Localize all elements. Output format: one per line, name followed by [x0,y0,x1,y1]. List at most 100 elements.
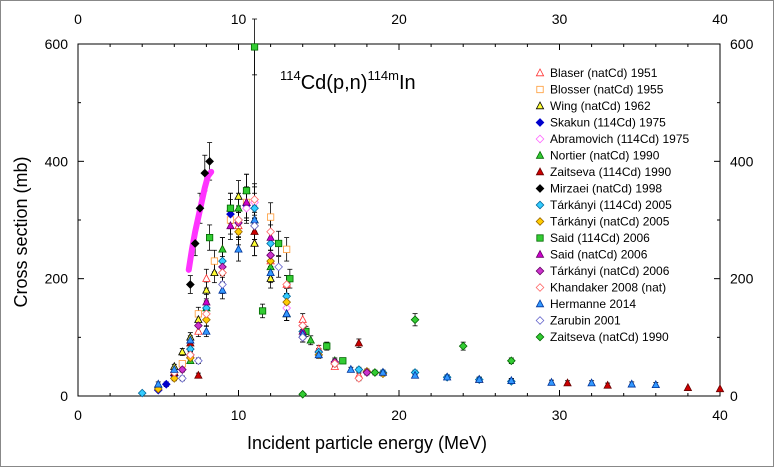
data-point-s8-p0 [137,388,147,398]
data-point-s14-p5 [234,244,243,253]
data-point-s6-p9 [715,384,725,393]
data-point-s9-p8 [282,297,292,307]
legend-label-7: Mirzaei (natCd) 1998 [550,182,662,196]
data-point-s15-p2 [218,280,227,289]
data-point-s6-p4 [354,338,364,347]
legend-marker-6 [535,167,545,176]
data-point-s14-p11 [346,364,356,373]
data-point-s9-p1 [169,374,179,383]
data-point-s10-p5 [275,239,283,248]
y-tick-label-right-1: 200 [730,271,754,287]
data-point-s12-p4 [266,250,275,260]
data-point-s16-p4 [506,356,516,366]
data-point-s2-p5 [210,267,219,277]
data-point-s2-p4 [202,285,211,294]
data-point-s6-p2 [194,370,203,379]
data-point-s10-p8 [323,342,331,350]
legend-label-3: Skakun (114Cd) 1975 [550,116,666,130]
legend: Blaser (natCd) 1951 Blosser (natCd) 1955 W… [535,66,690,344]
data-point-s13-p5 [250,195,259,204]
data-point-s14-p10 [314,350,324,359]
data-point-s13-p9 [330,359,340,369]
data-point-s14-p4 [218,285,227,294]
y-tick-label-left-2: 400 [45,153,69,169]
data-point-s7-p3 [200,168,210,178]
x-tick-label-bottom-0: 0 [74,407,82,423]
reaction-annotation: 114Cd(p,n)114mIn [280,68,416,94]
data-point-s13-p3 [218,268,227,278]
data-point-s10-p4 [258,307,267,315]
data-point-s10-p9 [339,357,347,365]
data-point-s12-p1 [194,321,203,330]
data-point-s13-p2 [202,309,211,319]
data-points [137,43,725,399]
data-point-s14-p1 [170,364,179,373]
legend-label-16: Zaitseva (natCd) 1990 [550,330,669,344]
data-point-s15-p1 [194,356,203,366]
data-point-s15-p5 [298,332,308,342]
data-point-s7-p4 [205,156,214,166]
annotation-sup1: 114 [280,68,301,83]
legend-marker-14 [535,299,545,308]
data-point-s14-p2 [186,335,195,344]
data-point-s11-p2 [242,197,251,206]
legend-label-5: Nortier (natCd) 1990 [550,149,660,163]
y-axis-label: Cross section (mb) [11,156,31,307]
data-point-s3-p4 [226,209,235,219]
data-point-s1-p5 [266,213,275,221]
legend-label-14: Hermanne 2014 [550,297,636,311]
x-tick-label-bottom-1: 10 [231,407,247,423]
data-point-s11-p3 [266,232,275,241]
y-tick-label-left-0: 0 [60,388,68,404]
data-point-s3-p1 [161,379,171,389]
x-tick-label-top-1: 10 [231,11,247,27]
legend-marker-7 [535,184,545,193]
data-point-s16-p3 [458,341,468,351]
data-point-s14-p3 [202,326,211,335]
legend-marker-2 [535,101,545,110]
legend-label-8: Tárkányi (114Cd) 2005 [550,198,672,212]
x-tick-label-bottom-4: 40 [712,407,728,423]
annotation-sup2: 114m [367,68,399,83]
y-tick-label-right-0: 0 [730,388,738,404]
x-tick-label-top-3: 30 [552,11,568,27]
annotation-product: In [399,72,416,94]
data-point-s14-p16 [507,375,516,384]
x-tick-label-bottom-3: 30 [552,407,568,423]
data-point-s4-p0 [242,203,251,213]
legend-label-9: Tárkányi (natCd) 2005 [550,215,670,229]
data-point-s10-p2 [242,187,251,195]
legend-marker-1 [536,85,544,94]
x-tick-label-top-0: 0 [74,11,82,27]
legend-marker-4 [535,134,545,144]
data-point-s14-p12 [378,367,388,376]
data-point-s14-p13 [410,370,420,379]
data-point-s14-p15 [474,374,484,383]
data-point-s7-p2 [195,203,205,213]
legend-marker-15 [535,316,545,325]
data-point-s0-p1 [194,326,203,335]
data-point-s16-p1 [370,368,380,377]
data-point-s7-p0 [185,280,195,289]
data-point-s0-p2 [202,273,211,282]
data-point-s6-p8 [683,382,693,391]
data-point-s14-p14 [442,372,452,381]
x-axis-label: Incident particle energy (MeV) [247,433,487,453]
legend-marker-16 [535,332,545,342]
y-tick-label-right-2: 400 [730,153,754,169]
legend-label-13: Khandaker 2008 (nat) [550,281,666,295]
data-point-s16-p0 [298,389,308,399]
data-point-s14-p8 [282,309,291,318]
legend-marker-0 [535,68,545,77]
legend-marker-13 [535,283,545,292]
data-point-s14-p19 [627,379,636,388]
data-point-s2-p1 [178,347,187,356]
legend-label-11: Said (natCd) 2006 [550,248,648,262]
data-point-s2-p9 [250,238,259,247]
data-point-s14-p0 [153,379,163,388]
data-point-s9-p3 [202,315,211,325]
annotation-base: Cd(p,n) [301,72,368,94]
data-point-s12-p7 [362,368,372,377]
